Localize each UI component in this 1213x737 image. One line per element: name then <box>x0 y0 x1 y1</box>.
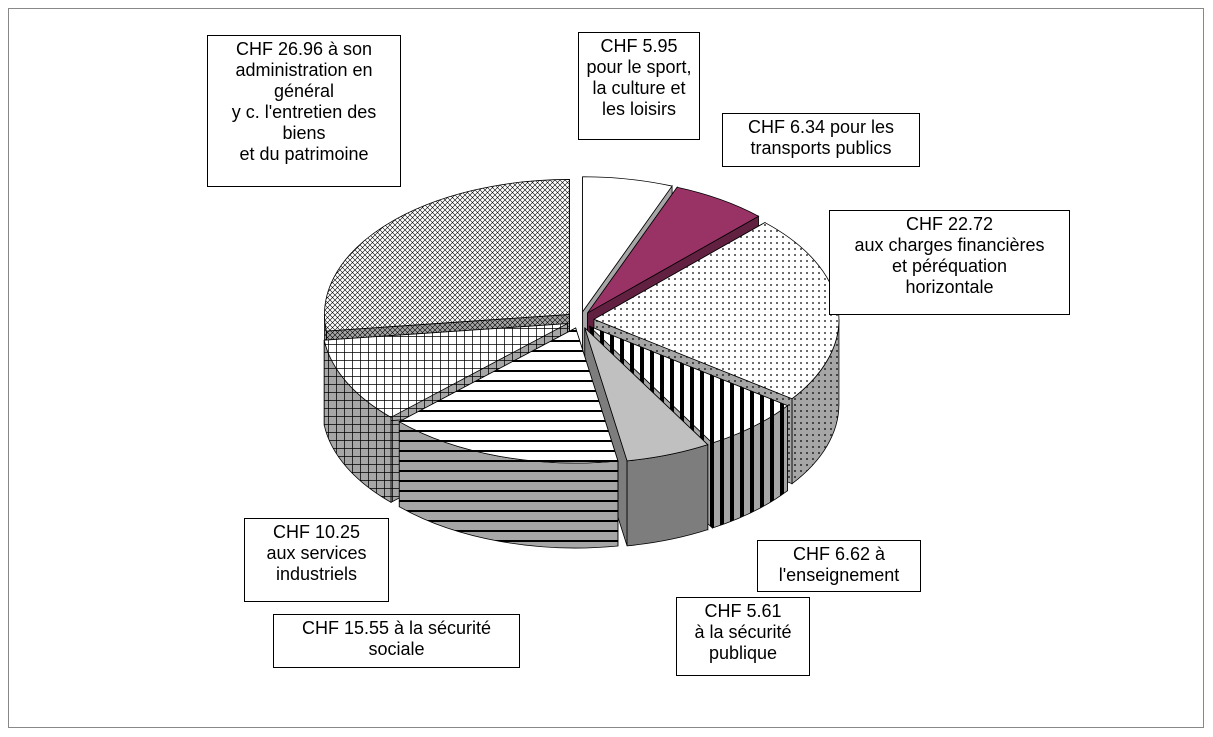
slice-side-shade <box>399 421 618 548</box>
slice <box>587 186 760 314</box>
data-label: CHF 15.55 à la sécurité sociale <box>273 614 520 668</box>
slice <box>589 325 789 444</box>
slice-side-shade <box>627 444 708 546</box>
slice <box>398 327 619 464</box>
chart-frame <box>8 8 1204 728</box>
slice-side-shade <box>324 340 391 503</box>
slice-side-shade <box>712 405 788 528</box>
data-label: CHF 10.25 aux services industriels <box>244 518 389 602</box>
slice <box>324 179 570 332</box>
slice <box>584 327 709 462</box>
data-label: CHF 5.95 pour le sport, la culture et le… <box>578 32 700 140</box>
slice <box>323 323 568 418</box>
slice <box>582 176 673 313</box>
data-label: CHF 6.62 à l'enseignement <box>757 540 921 592</box>
data-label: CHF 5.61 à la sécurité publique <box>676 597 810 676</box>
slice-side-shade <box>792 319 839 484</box>
data-label: CHF 26.96 à son administration en généra… <box>207 35 401 187</box>
data-label: CHF 6.34 pour les transports publics <box>722 113 920 167</box>
data-label: CHF 22.72 aux charges financières et pér… <box>829 210 1070 315</box>
